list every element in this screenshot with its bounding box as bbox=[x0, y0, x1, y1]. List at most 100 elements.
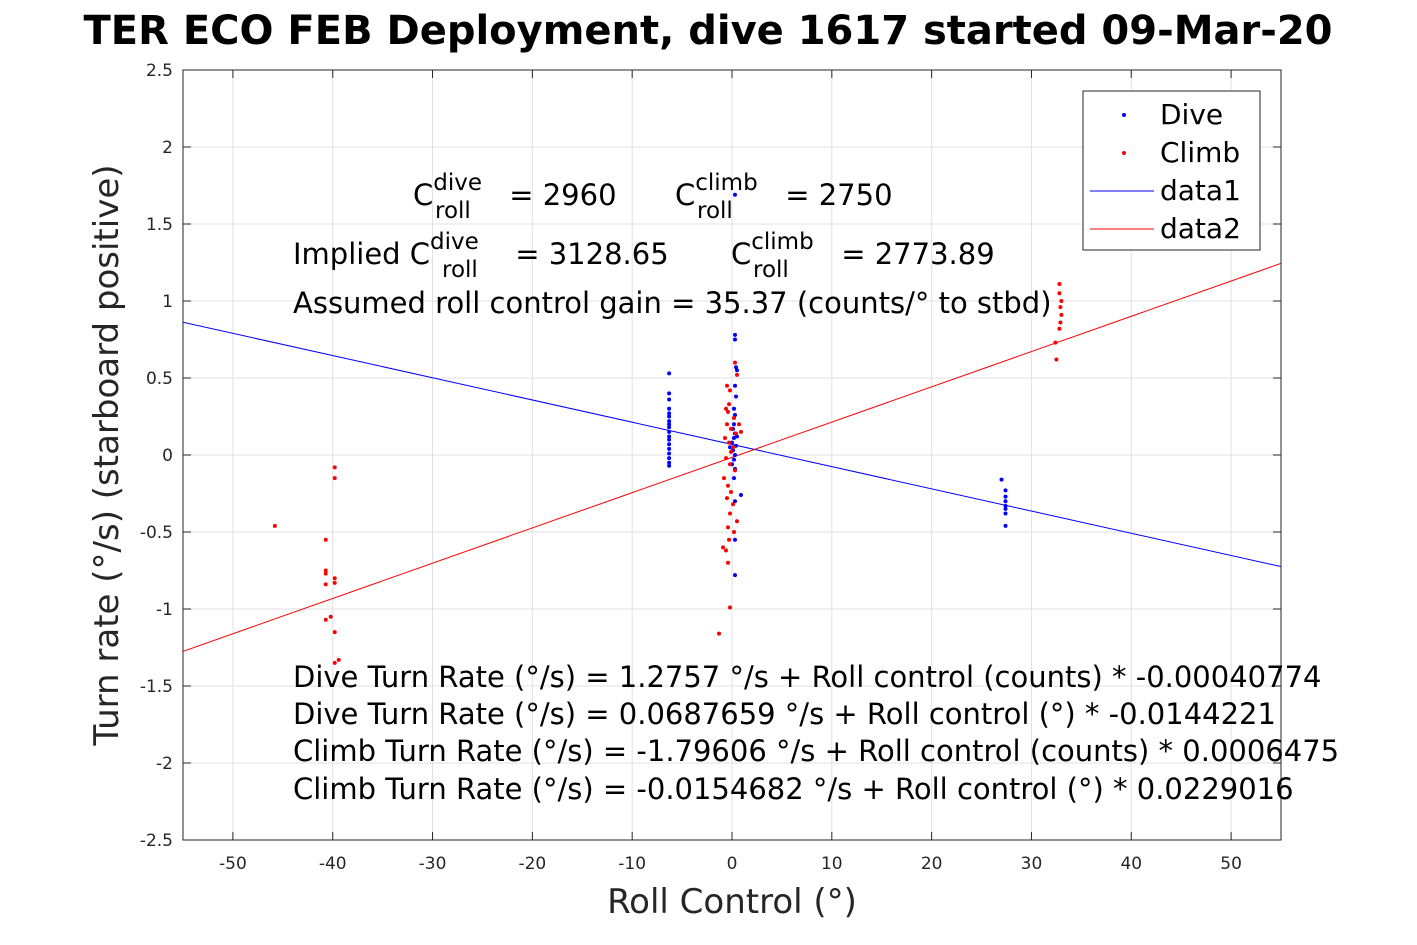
point-dive bbox=[667, 442, 672, 447]
c-roll-dive-sup: dive bbox=[433, 170, 482, 196]
point-dive bbox=[738, 493, 743, 498]
implied-climb-sub: roll bbox=[753, 257, 789, 283]
x-tick-label: -40 bbox=[319, 854, 347, 874]
point-climb bbox=[332, 476, 337, 481]
y-tick-label: 0.5 bbox=[146, 369, 173, 389]
point-climb bbox=[323, 582, 328, 587]
fit-equation-4: Climb Turn Rate (°/s) = -0.0154682 °/s +… bbox=[293, 772, 1294, 806]
legend-label-dive: Dive bbox=[1160, 98, 1223, 131]
point-dive bbox=[667, 422, 672, 427]
point-climb bbox=[732, 360, 737, 365]
point-climb bbox=[726, 483, 731, 488]
point-climb bbox=[1059, 312, 1064, 317]
point-climb bbox=[722, 476, 727, 481]
point-dive bbox=[733, 365, 738, 370]
x-tick-label: 20 bbox=[921, 854, 943, 874]
point-climb bbox=[734, 519, 739, 524]
y-tick-label: -1 bbox=[156, 600, 173, 620]
point-climb bbox=[1059, 299, 1064, 303]
fit-equation-3: Climb Turn Rate (°/s) = -1.79606 °/s + R… bbox=[293, 734, 1339, 768]
point-climb bbox=[323, 617, 328, 622]
point-climb bbox=[726, 525, 731, 530]
point-dive bbox=[1003, 488, 1008, 493]
point-dive bbox=[1003, 506, 1008, 511]
point-dive bbox=[1003, 494, 1008, 499]
y-tick-label: -2 bbox=[156, 754, 173, 774]
implied-climb-annotation: Cclimb roll = 2773.89 bbox=[731, 229, 995, 283]
legend: Dive Climb data1 data2 bbox=[1082, 90, 1261, 251]
point-climb bbox=[724, 548, 729, 553]
point-dive bbox=[1003, 503, 1008, 508]
fit-equation-2: Dive Turn Rate (°/s) = 0.0687659 °/s + R… bbox=[293, 697, 1276, 731]
c-roll-climb-annotation: Cclimb roll = 2750 bbox=[675, 170, 893, 224]
fit-equation-1: Dive Turn Rate (°/s) = 1.2757 °/s + Roll… bbox=[293, 660, 1321, 694]
point-climb bbox=[332, 630, 337, 635]
point-dive bbox=[734, 434, 739, 439]
point-dive bbox=[667, 460, 672, 465]
point-climb bbox=[733, 431, 738, 436]
y-tick-label: 2.5 bbox=[146, 61, 173, 81]
point-climb bbox=[721, 545, 726, 550]
point-climb bbox=[730, 502, 735, 507]
point-climb bbox=[728, 605, 733, 610]
point-dive bbox=[733, 443, 738, 448]
c-roll-dive-annotation: Cdive roll = 2960 bbox=[413, 170, 617, 224]
point-dive bbox=[667, 434, 672, 439]
c-roll-climb-value: = 2750 bbox=[776, 178, 893, 212]
legend-marker-climb bbox=[1122, 151, 1126, 155]
point-climb bbox=[332, 580, 337, 585]
point-dive bbox=[732, 537, 737, 542]
implied-dive-prefix: Implied C bbox=[293, 237, 430, 271]
point-climb bbox=[1057, 291, 1062, 296]
legend-label-climb: Climb bbox=[1160, 136, 1240, 169]
point-dive bbox=[1003, 511, 1008, 516]
point-climb bbox=[332, 576, 337, 581]
point-dive bbox=[734, 368, 739, 373]
point-climb bbox=[272, 523, 277, 528]
point-dive bbox=[667, 437, 672, 442]
y-tick-label: 1 bbox=[162, 292, 173, 312]
x-tick-label: -20 bbox=[518, 854, 546, 874]
point-climb bbox=[736, 422, 741, 427]
roll-gain-annotation: Assumed roll control gain = 35.37 (count… bbox=[293, 286, 1052, 320]
chart-title: TER ECO FEB Deployment, dive 1617 starte… bbox=[83, 8, 1332, 54]
point-climb bbox=[727, 440, 732, 445]
point-climb bbox=[732, 468, 737, 473]
point-climb bbox=[332, 465, 337, 470]
y-axis-label: Turn rate (°/s) (starboard positive) bbox=[87, 164, 127, 746]
implied-dive-sup: dive bbox=[430, 229, 479, 255]
point-dive bbox=[667, 411, 672, 416]
point-climb bbox=[738, 429, 743, 434]
c-roll-dive-value: = 2960 bbox=[500, 178, 617, 212]
point-dive bbox=[733, 394, 738, 399]
point-dive bbox=[732, 412, 737, 417]
c-roll-dive-sub: roll bbox=[435, 198, 471, 224]
implied-dive-value: = 3128.65 bbox=[506, 237, 669, 271]
point-climb bbox=[725, 422, 730, 427]
c-roll-dive-prefix: C bbox=[413, 178, 433, 212]
legend-label-data2: data2 bbox=[1160, 212, 1241, 245]
point-climb bbox=[1053, 340, 1058, 345]
y-tick-label: 0 bbox=[162, 446, 173, 466]
point-dive bbox=[667, 446, 672, 451]
point-dive bbox=[667, 406, 672, 411]
point-climb bbox=[717, 631, 722, 636]
point-dive bbox=[667, 463, 672, 468]
fit-line-data2 bbox=[183, 262, 1281, 652]
point-climb bbox=[728, 388, 733, 393]
point-climb bbox=[725, 383, 730, 388]
point-climb bbox=[727, 402, 732, 407]
point-dive bbox=[999, 477, 1004, 482]
point-climb bbox=[1054, 357, 1059, 362]
point-dive bbox=[732, 453, 737, 457]
legend-marker-dive bbox=[1122, 113, 1126, 117]
x-axis-label: Roll Control (°) bbox=[607, 882, 857, 922]
point-dive bbox=[732, 383, 737, 388]
point-climb bbox=[323, 568, 328, 573]
point-climb bbox=[731, 530, 736, 534]
point-climb bbox=[1057, 282, 1062, 287]
legend-box bbox=[1082, 90, 1261, 251]
point-dive bbox=[667, 371, 672, 376]
x-tick-label: -10 bbox=[618, 854, 646, 874]
